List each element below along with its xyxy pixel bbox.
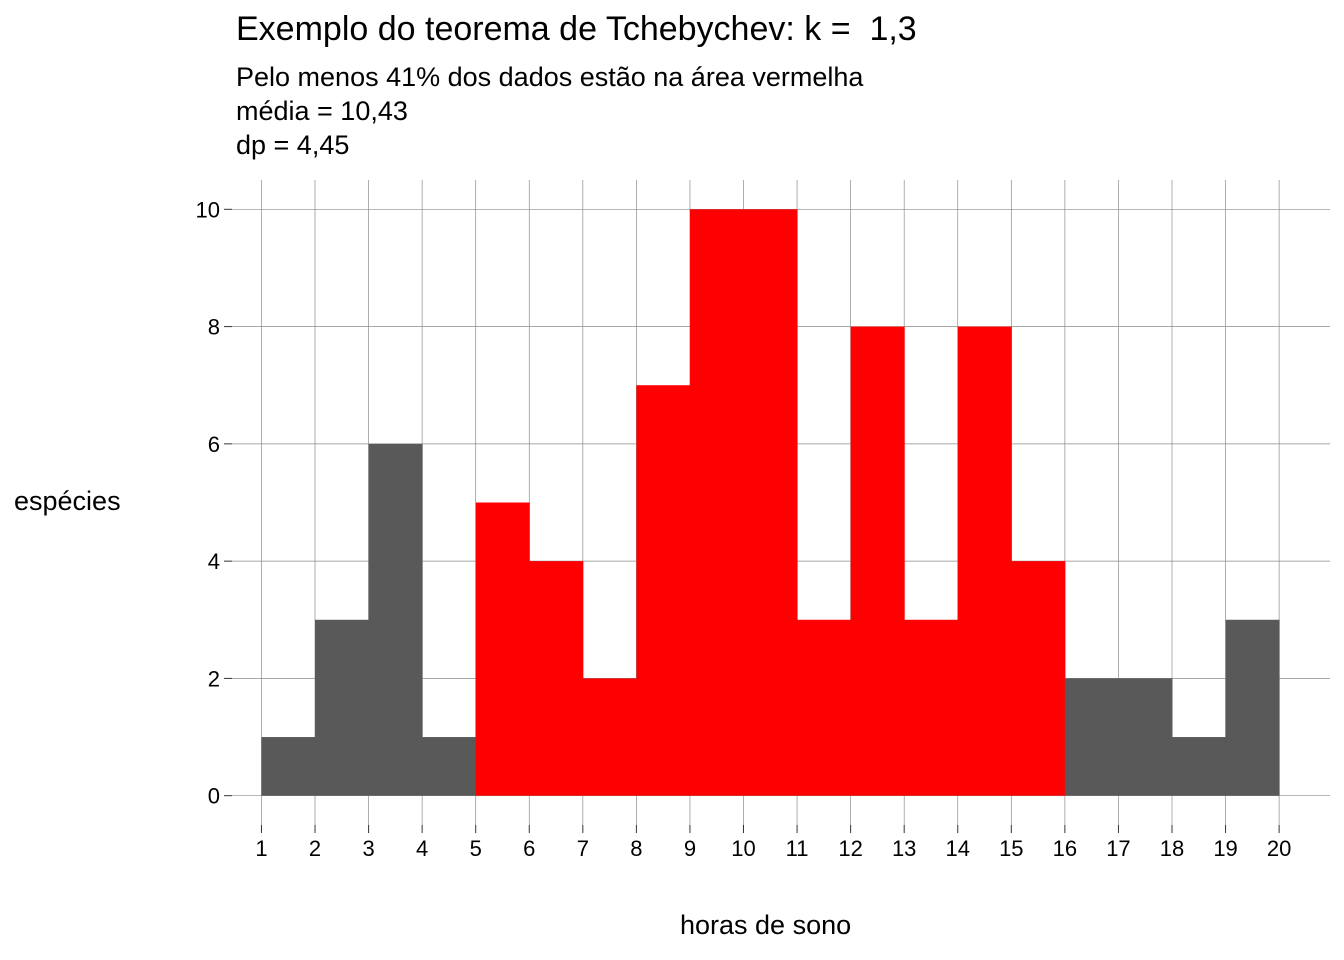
histogram-bar	[797, 619, 852, 796]
chart-title: Exemplo do teorema de Tchebychev: k = 1,…	[236, 10, 917, 48]
chart-subtitle-line-1: Pelo menos 41% dos dados estão na área v…	[236, 62, 864, 92]
histogram-bar	[1225, 619, 1280, 796]
x-tick-label: 18	[1160, 836, 1184, 861]
y-tick-label: 0	[208, 784, 220, 809]
histogram-bar	[368, 443, 423, 796]
x-tick-label: 11	[786, 836, 809, 861]
x-tick-label: 16	[1053, 836, 1077, 861]
x-tick-label: 14	[946, 836, 970, 861]
histogram-bar	[1064, 678, 1119, 796]
x-tick-label: 7	[577, 836, 589, 861]
y-tick-label: 4	[208, 549, 220, 574]
histogram-bar	[1118, 678, 1173, 796]
histogram-bar	[850, 326, 905, 796]
x-tick-label: 19	[1213, 836, 1237, 861]
x-tick-label: 13	[892, 836, 916, 861]
histogram-bar	[904, 619, 959, 796]
histogram-bar	[636, 385, 691, 796]
x-tick-label: 15	[999, 836, 1023, 861]
x-tick-label: 8	[630, 836, 642, 861]
x-tick-label: 1	[255, 836, 267, 861]
x-tick-label: 20	[1267, 836, 1291, 861]
y-tick-label: 8	[208, 315, 220, 340]
histogram-bar	[315, 619, 370, 796]
y-axis-label: espécies	[14, 486, 121, 516]
histogram-bar	[422, 737, 477, 796]
chart-subtitle-line-2: média = 10,43	[236, 96, 408, 126]
histogram-bar	[957, 326, 1012, 796]
y-tick-label: 6	[208, 432, 220, 457]
histogram-bar	[743, 209, 798, 796]
histogram-bar	[689, 209, 745, 796]
chart-subtitle-line-3: dp = 4,45	[236, 130, 350, 160]
x-tick-label: 2	[309, 836, 321, 861]
histogram-bar	[261, 737, 316, 796]
x-tick-label: 5	[470, 836, 482, 861]
x-tick-label: 4	[416, 836, 428, 861]
x-tick-label: 6	[523, 836, 535, 861]
histogram-bar	[1171, 737, 1227, 796]
x-tick-label: 12	[838, 836, 862, 861]
histogram-bar	[1011, 561, 1066, 796]
y-tick-label: 2	[208, 666, 220, 691]
x-tick-label: 3	[362, 836, 374, 861]
x-tick-label: 9	[684, 836, 696, 861]
x-tick-label: 17	[1106, 836, 1130, 861]
histogram-bars	[261, 209, 1280, 796]
histogram-bar	[582, 678, 637, 796]
x-axis-label: horas de sono	[680, 910, 852, 940]
y-tick-label: 10	[196, 197, 220, 222]
x-tick-label: 10	[731, 836, 755, 861]
histogram-bar	[475, 502, 530, 796]
histogram-bar	[529, 561, 584, 796]
